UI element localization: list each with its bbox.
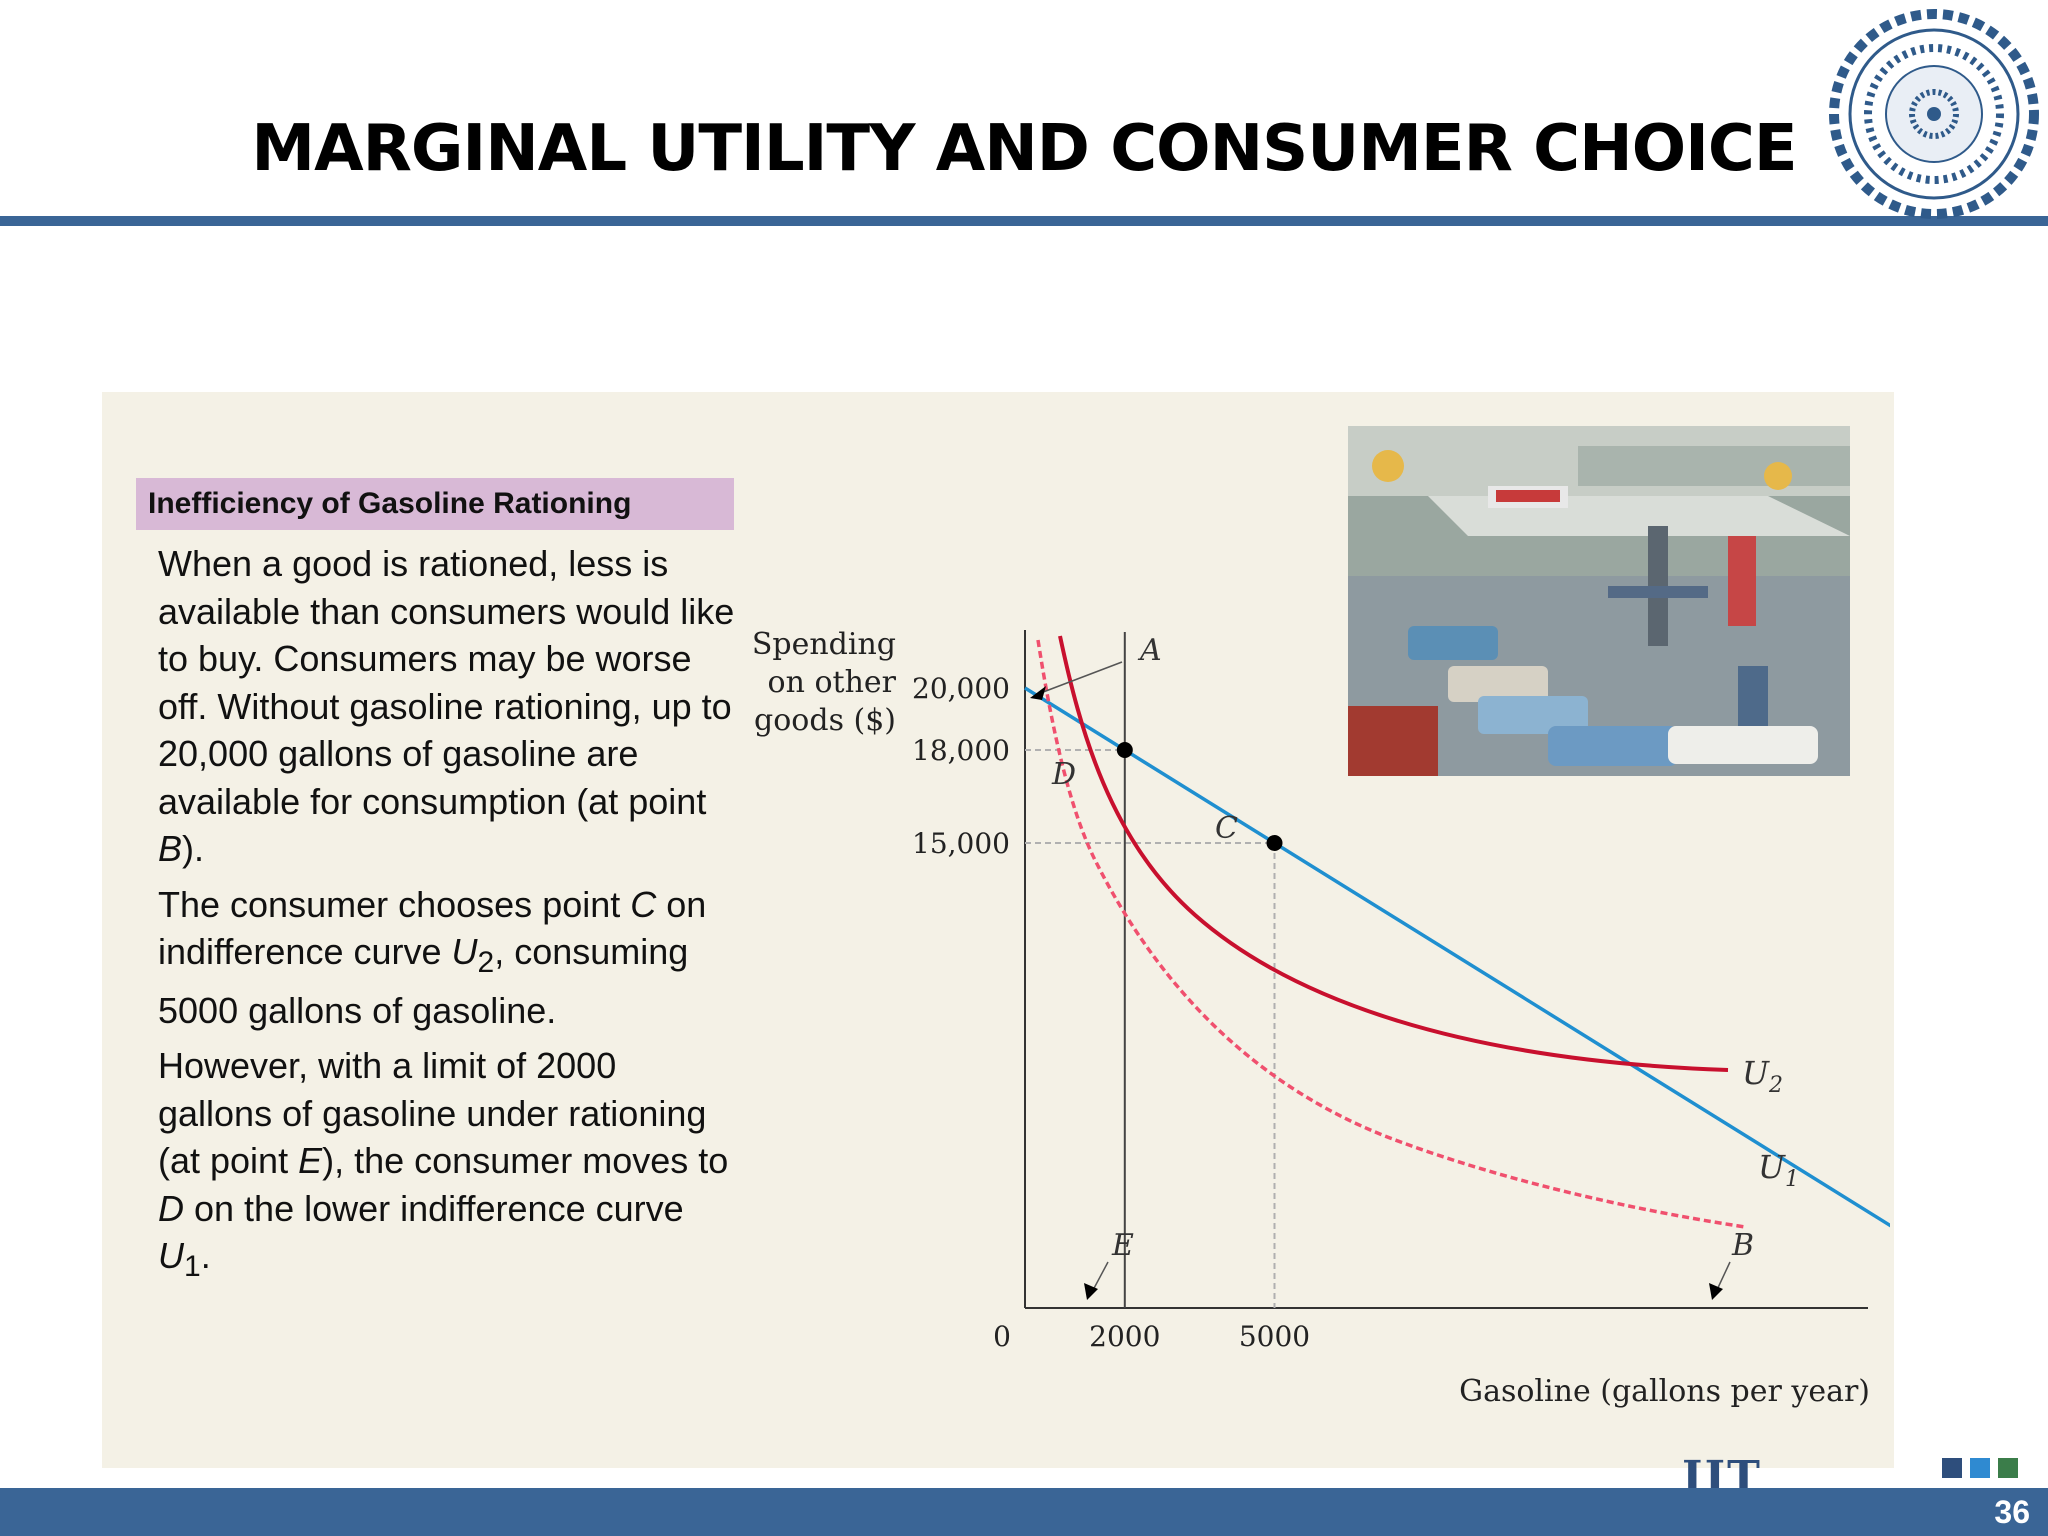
arrowhead-e xyxy=(1084,1283,1098,1300)
x-tick-label: 2000 xyxy=(1089,1320,1160,1353)
point-c-marker xyxy=(1266,835,1283,851)
point-b-label: B xyxy=(1731,1228,1754,1263)
rationing-chart: Spending on other goods ($) U2 U1 A C D E B 20,… xyxy=(752,627,1890,1409)
x-tick-label: 5000 xyxy=(1239,1320,1310,1353)
point-e-label: E xyxy=(1111,1228,1134,1263)
point-a-label: A xyxy=(1137,633,1162,668)
title-divider xyxy=(0,216,2048,226)
point-d-marker xyxy=(1116,742,1133,758)
u2-label: U2 xyxy=(1742,1054,1783,1098)
y-tick-label: 20,000 xyxy=(912,672,1010,705)
y-axis-label-line-2: on other xyxy=(768,665,897,700)
point-d-label: D xyxy=(1051,757,1076,792)
paragraph-1: When a good is rationed, less is availab… xyxy=(158,543,735,869)
budget-line xyxy=(1024,686,1890,1228)
y-axis-label-line-1: Spending xyxy=(752,627,896,662)
brand-square-icon xyxy=(1970,1458,1990,1478)
arrow-to-a xyxy=(1037,661,1123,695)
footer-brand: IIT ROORKEE xyxy=(1676,1448,2048,1488)
slide-title: MARGINAL UTILITY AND CONSUMER CHOICE xyxy=(251,112,1797,186)
footer-brand-text: IIT ROORKEE xyxy=(1682,1452,1762,1489)
explanation-text: When a good is rationed, less is availab… xyxy=(158,540,738,1299)
box-heading: Inefficiency of Gasoline Rationing xyxy=(136,478,734,530)
x-axis-label: Gasoline (gallons per year) xyxy=(1459,1374,1870,1409)
arrow-to-e xyxy=(1091,1261,1109,1293)
indifference-curve-u2 xyxy=(1058,635,1729,1072)
point-c-label: C xyxy=(1215,811,1238,846)
footer-bar xyxy=(0,1488,2048,1536)
x-tick-label: 0 xyxy=(993,1320,1011,1353)
gas-station-photo xyxy=(1348,426,1850,776)
paragraph-2: The consumer chooses point C on indiffer… xyxy=(158,883,707,1031)
y-axis-label-line-3: goods ($) xyxy=(754,703,896,738)
indifference-curve-u1 xyxy=(1036,639,1746,1229)
arrowhead-a xyxy=(1030,686,1046,700)
paragraph-3: However, with a limit of 2000 gallons of… xyxy=(158,1045,729,1284)
brand-square-icon xyxy=(1942,1458,1962,1478)
institute-seal-logo xyxy=(1829,9,2039,219)
arrowhead-b xyxy=(1709,1283,1723,1300)
page-number: 36 xyxy=(1994,1494,2030,1530)
y-tick-label: 18,000 xyxy=(912,734,1010,767)
u1-label: U1 xyxy=(1758,1148,1799,1192)
y-tick-label: 15,000 xyxy=(912,827,1010,860)
brand-square-icon xyxy=(1998,1458,2018,1478)
arrow-to-b xyxy=(1715,1261,1731,1293)
